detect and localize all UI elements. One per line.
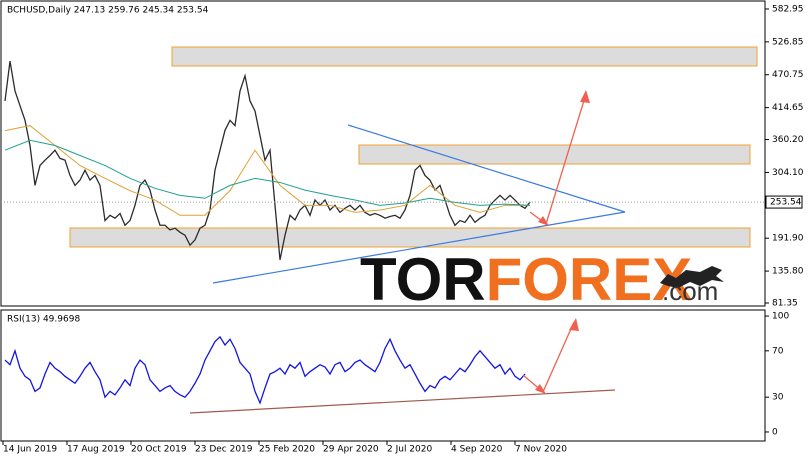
y-tick-label: 470.75	[772, 70, 804, 80]
x-tick-label: 29 Apr 2020	[323, 445, 379, 455]
chart-title: BCHUSD,Daily 247.13 259.76 245.34 253.54	[7, 6, 209, 16]
logo: TORFOREX	[360, 246, 692, 313]
y-tick-label: 191.90	[772, 234, 804, 244]
arrow-head	[535, 384, 546, 394]
y-tick-label: 360.20	[772, 135, 804, 145]
last-price-box	[765, 195, 803, 209]
resistance-zone	[358, 144, 751, 165]
y-tick-label: 304.10	[772, 168, 804, 178]
series-line	[4, 335, 526, 405]
price-panel	[0, 0, 766, 307]
y-tick-label: 81.35	[772, 299, 798, 309]
series-line	[4, 139, 531, 206]
x-tick-label: 25 Feb 2020	[259, 445, 315, 455]
series-line	[4, 125, 530, 216]
rsi-panel	[0, 309, 766, 442]
logo-bull	[660, 266, 724, 288]
arrow-head	[569, 318, 579, 331]
rsi-forecast-arrow	[522, 321, 575, 394]
rsi-title: RSI(13) 49.9698	[7, 315, 80, 325]
logo-suffix: .com	[662, 276, 718, 306]
last-price-label: 253.54	[770, 198, 802, 208]
y-tick-label: 414.65	[772, 103, 804, 113]
y-tick-label: 526.85	[772, 37, 804, 47]
y-tick-label: 135.80	[772, 267, 804, 277]
x-tick-label: 4 Sep 2020	[451, 445, 503, 455]
logo-dark: TOR	[360, 246, 486, 313]
x-tick-label: 7 Nov 2020	[515, 445, 567, 455]
x-tick-label: 2 Jul 2020	[387, 445, 432, 455]
support-zone	[69, 227, 751, 248]
y-tick-label: 70	[772, 346, 784, 356]
series-line	[4, 61, 531, 260]
y-tick-label: 100	[772, 312, 789, 322]
y-tick-label: 30	[772, 393, 784, 403]
x-tick-label: 14 Jun 2019	[3, 445, 57, 455]
x-tick-label: 20 Oct 2019	[131, 445, 187, 455]
rsi-trend-line	[189, 389, 616, 414]
y-tick-label: 582.95	[772, 4, 804, 14]
x-tick-label: 23 Dec 2019	[195, 445, 253, 455]
logo-accent: FOREX	[486, 246, 693, 313]
arrow-head	[538, 216, 549, 226]
resistance-zone	[171, 46, 758, 67]
x-tick-label: 17 Aug 2019	[67, 445, 125, 455]
y-tick-label: 0	[772, 427, 778, 437]
trend-line	[347, 124, 626, 213]
arrow-head	[580, 90, 590, 103]
trend-line	[212, 211, 626, 284]
